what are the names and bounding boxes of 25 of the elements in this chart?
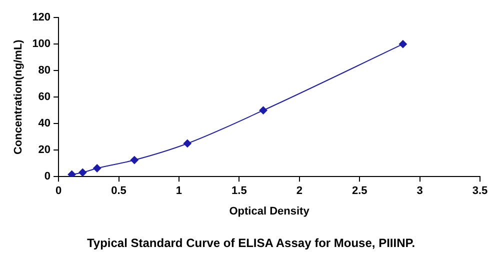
point: [93, 164, 102, 172]
x-tick-label: 3.5: [472, 185, 488, 198]
y-tick-label: 60: [38, 91, 51, 104]
point: [78, 168, 87, 176]
y-axis-title: Concentration(ng/mL): [12, 39, 25, 155]
x-axis-title: Optical Density: [229, 205, 310, 218]
x-tick-label: 1.5: [232, 185, 247, 198]
x-tick-label: 0: [55, 185, 62, 198]
y-tick-label: 0: [44, 170, 51, 183]
y-tick-label: 100: [32, 38, 51, 50]
y-tick-label: 20: [38, 144, 51, 156]
y-tick-label: 80: [38, 64, 51, 77]
point: [398, 40, 407, 48]
x-tick-label: 1: [176, 185, 182, 198]
x-tick-label: 0.5: [111, 185, 126, 198]
x-tick-label: 2: [296, 185, 302, 198]
y-tick-label: 120: [32, 12, 51, 24]
point: [183, 139, 192, 148]
text: Typical Standard Curve of ELISA Assay for Mouse, PIIINP.: [86, 236, 416, 250]
point: [259, 106, 268, 114]
x-tick-label: 3: [416, 185, 423, 198]
point: [130, 156, 138, 164]
x-tick-label: 2.5: [352, 185, 368, 198]
y-tick-label: 40: [38, 118, 51, 130]
point: [68, 170, 76, 177]
